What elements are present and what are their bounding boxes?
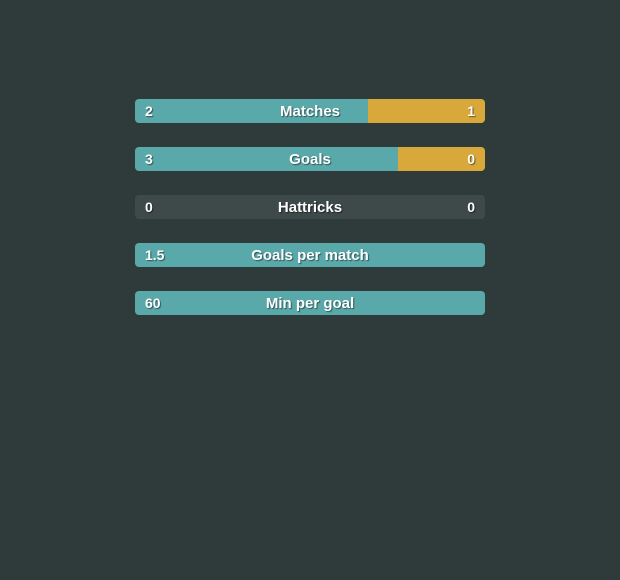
stat-label: Hattricks [135,195,485,219]
stat-left-value: 0 [135,195,163,219]
stat-bar: Goals30 [135,147,485,171]
stat-bar: Min per goal60 [135,291,485,315]
background [0,0,620,580]
stat-bar: Hattricks0 0 [135,195,485,219]
bar-right-fill [398,147,486,171]
bar-left-fill [135,243,485,267]
bar-right-fill [368,99,485,123]
stat-right-value: 0 [457,195,485,219]
stat-bar: Goals per match1.5 [135,243,485,267]
bar-left-fill [135,99,368,123]
bar-left-fill [135,291,485,315]
stat-bar: Matches21 [135,99,485,123]
bar-left-fill [135,147,398,171]
